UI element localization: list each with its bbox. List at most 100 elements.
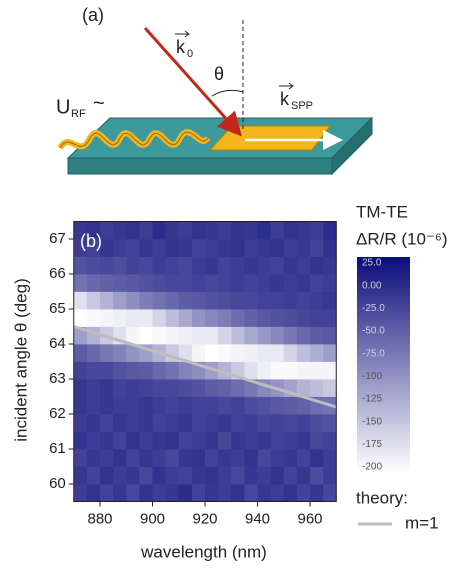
heatmap-cell <box>270 431 285 450</box>
heatmap-cell <box>86 344 101 362</box>
heatmap-cell <box>126 361 140 380</box>
heatmap-cell <box>73 256 88 275</box>
heatmap-cell <box>270 326 285 345</box>
heatmap-cell <box>113 396 127 415</box>
heatmap-cell <box>113 361 127 380</box>
angle-arc <box>211 89 244 97</box>
heatmap-cell <box>323 239 337 257</box>
x-tick-label: 920 <box>192 510 217 527</box>
k0-sub: 0 <box>187 48 193 60</box>
heatmap-cell <box>113 291 127 310</box>
heatmap-cell <box>152 239 167 257</box>
voltage-symbol: ~ <box>93 92 105 114</box>
heatmap-cell <box>113 344 127 362</box>
panel-label: (b) <box>80 231 102 251</box>
heatmap-cell <box>191 256 206 275</box>
x-tick-label: 960 <box>297 510 322 527</box>
heatmap-cell <box>126 274 140 292</box>
heatmap-cell <box>296 221 311 240</box>
heatmap-cell <box>73 344 88 362</box>
heatmap-cell <box>86 361 101 380</box>
heatmap-cell <box>296 431 311 450</box>
heatmap-cell <box>283 326 298 345</box>
y-tick-label: 60 <box>49 475 66 492</box>
y-tick-label: 61 <box>49 440 66 457</box>
heatmap-cell <box>86 396 101 415</box>
heatmap-cell <box>86 239 101 257</box>
heatmap-cell <box>270 274 285 292</box>
x-axis-label: wavelength (nm) <box>140 542 267 561</box>
heatmap-cell <box>139 379 153 397</box>
heatmap-cell <box>165 466 180 485</box>
heatmap-cell <box>73 431 88 450</box>
colorbar-tick-label: -150 <box>362 416 382 427</box>
heatmap-cell <box>218 274 232 292</box>
heatmap-cell <box>113 466 127 485</box>
heatmap-cell <box>178 396 193 415</box>
heatmap-cell <box>73 361 88 380</box>
heatmap-cell <box>139 361 153 380</box>
heatmap-cell <box>323 326 337 345</box>
heatmap-cell <box>126 396 140 415</box>
kspp-sub: SPP <box>291 100 313 112</box>
y-tick-label: 64 <box>49 335 66 352</box>
heatmap-cell <box>191 484 206 502</box>
heatmap-cell <box>205 466 219 485</box>
heatmap-cell <box>218 256 232 275</box>
heatmap-cell <box>257 414 272 432</box>
heatmap-cell <box>323 256 337 275</box>
heatmap-cell <box>270 256 285 275</box>
heatmap-cell <box>270 221 285 240</box>
y-axis-label: incident angle θ (deg) <box>11 278 30 442</box>
heatmap-cell <box>283 449 298 467</box>
heatmap-cell <box>283 256 298 275</box>
voltage-sub: RF <box>71 108 86 120</box>
heatmap-cell <box>270 449 285 467</box>
heatmap-cell <box>165 274 180 292</box>
heatmap-cell <box>152 326 167 345</box>
heatmap-cell <box>126 221 140 240</box>
heatmap-cell <box>73 484 88 502</box>
heatmap-cell <box>323 361 337 380</box>
heatmap-cell <box>73 449 88 467</box>
heatmap-cell <box>310 379 324 397</box>
heatmap-cell <box>323 466 337 485</box>
heatmap-cell <box>126 309 140 327</box>
heatmap-cell <box>205 379 219 397</box>
heatmap-cell <box>231 466 245 485</box>
heatmap-cell <box>178 274 193 292</box>
heatmap-cell <box>165 431 180 450</box>
x-tick-label: 940 <box>245 510 270 527</box>
heatmap-cell <box>139 274 153 292</box>
heatmap-cell <box>73 396 88 415</box>
heatmap-cell <box>86 291 101 310</box>
heatmap-cell <box>178 449 193 467</box>
voltage-label: U <box>56 96 70 118</box>
y-tick-label: 63 <box>49 370 66 387</box>
substrate-side <box>67 157 333 175</box>
heatmap-cell <box>218 221 232 240</box>
heatmap-cell <box>296 239 311 257</box>
heatmap-cell <box>178 256 193 275</box>
heatmap-cell <box>257 344 272 362</box>
heatmap-cell <box>231 256 245 275</box>
heatmap-cell <box>165 239 180 257</box>
heatmap-cell <box>139 396 153 415</box>
heatmap-cell <box>323 309 337 327</box>
heatmap-cell <box>139 309 153 327</box>
heatmap-cell <box>126 239 140 257</box>
heatmap-cell <box>283 484 298 502</box>
heatmap-cell <box>310 274 324 292</box>
heatmap-cell <box>113 309 127 327</box>
heatmap-cell <box>178 466 193 485</box>
heatmap-cell <box>257 239 272 257</box>
heatmap-cell <box>165 221 180 240</box>
heatmap-cell <box>296 396 311 415</box>
heatmap-cell <box>191 414 206 432</box>
heatmap-cell <box>86 221 101 240</box>
heatmap-cell <box>257 449 272 467</box>
heatmap-cell <box>218 431 232 450</box>
heatmap-cell <box>244 326 258 345</box>
heatmap-cell <box>86 256 101 275</box>
heatmap-cell <box>100 466 114 485</box>
